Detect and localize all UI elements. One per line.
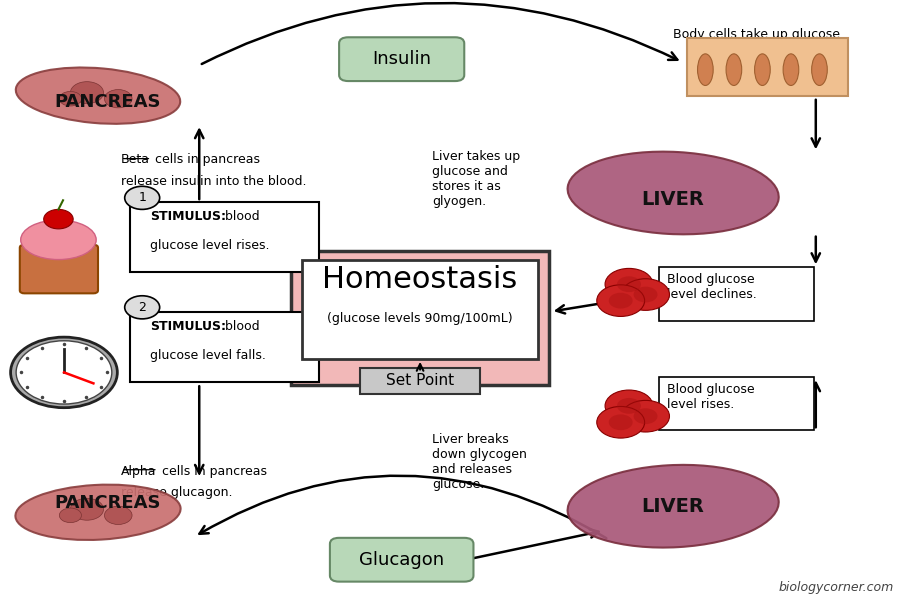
Ellipse shape bbox=[698, 54, 713, 86]
Circle shape bbox=[633, 408, 657, 424]
Text: 2: 2 bbox=[138, 301, 146, 314]
FancyBboxPatch shape bbox=[687, 38, 848, 96]
Circle shape bbox=[59, 92, 81, 106]
Circle shape bbox=[104, 506, 132, 524]
Ellipse shape bbox=[568, 465, 779, 547]
Text: LIVER: LIVER bbox=[641, 189, 704, 208]
Circle shape bbox=[605, 390, 653, 422]
Text: PANCREAS: PANCREAS bbox=[54, 494, 161, 512]
Circle shape bbox=[70, 499, 103, 520]
FancyBboxPatch shape bbox=[303, 260, 538, 359]
FancyBboxPatch shape bbox=[339, 37, 464, 81]
Circle shape bbox=[597, 285, 644, 316]
Ellipse shape bbox=[726, 54, 742, 86]
Circle shape bbox=[621, 400, 669, 432]
Text: blood: blood bbox=[217, 320, 259, 332]
Ellipse shape bbox=[811, 54, 827, 86]
Circle shape bbox=[621, 279, 669, 310]
FancyBboxPatch shape bbox=[659, 267, 814, 321]
FancyBboxPatch shape bbox=[130, 202, 318, 272]
FancyBboxPatch shape bbox=[130, 312, 318, 381]
Text: (glucose levels 90mg/100mL): (glucose levels 90mg/100mL) bbox=[328, 312, 513, 326]
Text: Set Point: Set Point bbox=[386, 373, 454, 389]
Text: PANCREAS: PANCREAS bbox=[54, 93, 161, 111]
Circle shape bbox=[104, 90, 132, 108]
Text: release insulin into the blood.: release insulin into the blood. bbox=[121, 175, 306, 188]
Text: glucose level rises.: glucose level rises. bbox=[150, 240, 270, 252]
Circle shape bbox=[617, 398, 641, 414]
FancyBboxPatch shape bbox=[19, 244, 98, 293]
Text: Blood glucose
level declines.: Blood glucose level declines. bbox=[666, 273, 757, 301]
Text: Glucagon: Glucagon bbox=[359, 551, 444, 569]
Text: Body cells take up glucose.: Body cells take up glucose. bbox=[673, 28, 845, 42]
Circle shape bbox=[597, 406, 644, 438]
Text: Homeostasis: Homeostasis bbox=[322, 265, 518, 295]
Text: Liver breaks
down glycogen
and releases
glucose.: Liver breaks down glycogen and releases … bbox=[432, 433, 527, 491]
FancyBboxPatch shape bbox=[330, 538, 473, 582]
Text: Blood glucose
level rises.: Blood glucose level rises. bbox=[666, 382, 754, 411]
Text: LIVER: LIVER bbox=[641, 497, 704, 516]
Circle shape bbox=[609, 414, 632, 430]
Circle shape bbox=[125, 186, 160, 210]
Ellipse shape bbox=[755, 54, 770, 86]
Circle shape bbox=[10, 337, 117, 408]
FancyBboxPatch shape bbox=[292, 251, 549, 384]
FancyBboxPatch shape bbox=[659, 376, 814, 430]
Circle shape bbox=[70, 82, 103, 104]
Circle shape bbox=[125, 296, 160, 319]
Circle shape bbox=[16, 341, 112, 404]
Circle shape bbox=[617, 276, 641, 292]
Text: glucose level falls.: glucose level falls. bbox=[150, 349, 267, 362]
Circle shape bbox=[59, 508, 81, 522]
Ellipse shape bbox=[20, 220, 96, 260]
Ellipse shape bbox=[16, 67, 180, 124]
Text: blood: blood bbox=[217, 210, 259, 223]
Text: cells in pancreas: cells in pancreas bbox=[151, 153, 260, 166]
Text: STIMULUS:: STIMULUS: bbox=[150, 210, 226, 223]
Text: STIMULUS:: STIMULUS: bbox=[150, 320, 226, 332]
Ellipse shape bbox=[16, 485, 181, 540]
Text: 1: 1 bbox=[138, 191, 146, 204]
Text: cells in pancreas: cells in pancreas bbox=[158, 465, 267, 478]
Text: Insulin: Insulin bbox=[372, 50, 431, 68]
Circle shape bbox=[609, 293, 632, 309]
Text: release glucagon.: release glucagon. bbox=[121, 486, 233, 499]
Circle shape bbox=[633, 287, 657, 302]
Circle shape bbox=[43, 210, 73, 229]
Text: biologycorner.com: biologycorner.com bbox=[779, 582, 894, 595]
Text: Liver takes up
glucose and
stores it as
glyogen.: Liver takes up glucose and stores it as … bbox=[432, 150, 521, 208]
Ellipse shape bbox=[568, 152, 779, 235]
Text: Alpha: Alpha bbox=[121, 465, 157, 478]
Circle shape bbox=[605, 268, 653, 300]
Text: Beta: Beta bbox=[121, 153, 150, 166]
FancyBboxPatch shape bbox=[360, 368, 480, 394]
Ellipse shape bbox=[783, 54, 798, 86]
